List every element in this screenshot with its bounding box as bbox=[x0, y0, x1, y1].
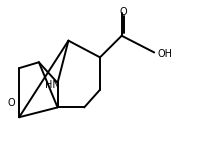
Text: O: O bbox=[8, 97, 15, 107]
Text: OH: OH bbox=[157, 49, 172, 59]
Text: O: O bbox=[120, 7, 128, 17]
Text: HN: HN bbox=[45, 80, 60, 90]
